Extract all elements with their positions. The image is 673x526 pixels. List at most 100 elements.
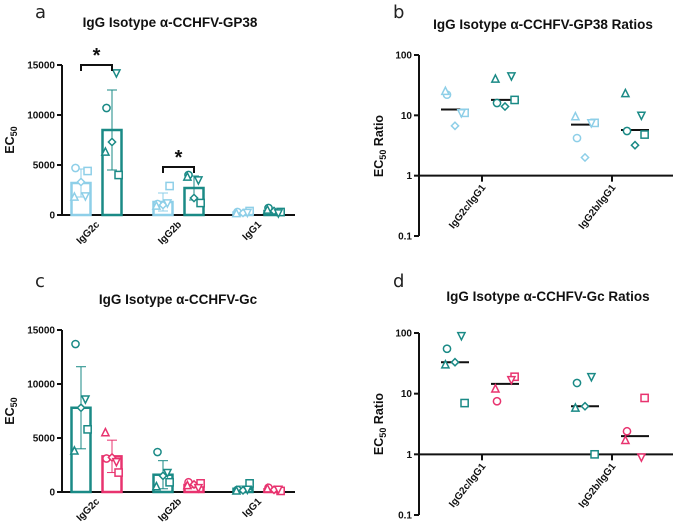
y-tick-label: 10 [401, 111, 413, 122]
panel-label: c [35, 271, 45, 292]
series-group [490, 372, 519, 406]
y-axis-label: EC50 [3, 126, 19, 153]
panel-c: c IgG Isotype α-CCHFV-Gc EC50 0 5000 10000 150… [3, 271, 295, 524]
point-down-triangle [193, 483, 204, 494]
x-tick-label: IgG2c/IgG1 [447, 182, 488, 231]
y-tick-label: 5000 [33, 434, 56, 445]
y-tick-label: 1 [406, 450, 412, 461]
significance-star: * [93, 45, 101, 67]
point-circle [442, 344, 452, 354]
point-down-triangle [636, 453, 647, 463]
point-triangle [151, 200, 162, 210]
point-triangle [490, 73, 501, 83]
point-down-triangle [111, 457, 122, 468]
point-down-triangle [636, 111, 647, 122]
point-triangle [231, 207, 242, 218]
point-circle [492, 98, 502, 108]
point-triangle [620, 87, 631, 98]
point-circle [622, 426, 632, 436]
y-tick-label: 0 [49, 211, 55, 222]
series-group [182, 170, 205, 217]
point-triangle [69, 445, 80, 455]
point-down-triangle [162, 468, 173, 479]
point-down-triangle [111, 69, 122, 79]
point-square [460, 398, 469, 408]
y-tick-label: 0.1 [398, 511, 412, 522]
chart-title: IgG Isotype α-CCHFV-GP38 [83, 15, 258, 30]
y-label-sub: 50 [378, 150, 388, 160]
y-tick-label: 10000 [27, 380, 55, 391]
point-diamond [158, 471, 168, 481]
point-triangle [262, 482, 273, 493]
series-group [490, 72, 519, 112]
point-triangle [182, 171, 193, 181]
point-diamond [630, 140, 640, 150]
series-group [570, 110, 599, 163]
point-diamond [450, 357, 460, 367]
y-axis-label: EC50 Ratio [372, 393, 388, 455]
point-triangle [231, 485, 242, 495]
point-square [165, 181, 174, 191]
point-diamond [76, 403, 86, 413]
point-square [510, 95, 519, 105]
point-diamond [189, 193, 199, 203]
series-group [69, 163, 92, 217]
point-diamond [107, 137, 117, 147]
series-group [151, 447, 174, 494]
significance-bracket [162, 166, 195, 173]
y-tick-label: 100 [395, 51, 412, 62]
point-down-triangle [506, 375, 517, 386]
point-down-triangle [80, 192, 91, 202]
point-triangle [440, 358, 451, 369]
y-tick-label: 100 [395, 329, 412, 340]
series-group [100, 426, 123, 494]
point-down-triangle [273, 485, 284, 496]
significance-bracket [80, 64, 113, 71]
point-triangle [490, 383, 501, 393]
point-square [165, 477, 174, 487]
point-square [590, 449, 599, 459]
series-group [620, 393, 649, 463]
point-down-triangle [586, 372, 597, 383]
x-tick-label: IgG2b [156, 496, 184, 524]
y-tick-label: 15000 [27, 326, 55, 337]
series-group [231, 479, 254, 496]
chart-title: IgG Isotype α-CCHFV-GP38 Ratios [433, 17, 653, 32]
series-group [440, 331, 469, 408]
point-square [83, 166, 92, 176]
y-tick-label: 0 [49, 488, 55, 499]
y-tick-label: 10 [401, 389, 413, 400]
chart-title: IgG Isotype α-CCHFV-Gc [99, 292, 258, 307]
significance-star: * [175, 147, 183, 169]
series-group [182, 477, 205, 494]
panel-label: b [393, 2, 404, 23]
panel-a: a IgG Isotype α-CCHFV-GP38 EC50 0 5000 10000 1… [3, 2, 295, 247]
point-circle [492, 396, 502, 406]
point-diamond [76, 177, 86, 187]
point-circle [71, 163, 80, 173]
point-circle [572, 378, 582, 388]
y-tick-label: 5000 [33, 161, 56, 172]
point-circle [153, 447, 162, 457]
point-triangle [100, 426, 111, 437]
point-circle [622, 126, 632, 136]
y-label-main: EC [372, 160, 386, 177]
series-group [69, 339, 92, 494]
point-triangle [262, 204, 273, 214]
point-diamond [580, 152, 590, 163]
x-tick-label: IgG2b [156, 219, 184, 247]
point-triangle [570, 402, 581, 412]
x-tick-label: IgG2c [75, 496, 103, 524]
point-triangle [69, 191, 80, 201]
y-label-suffix: Ratio [372, 115, 386, 150]
y-tick-label: 1 [406, 171, 412, 182]
point-triangle [151, 480, 162, 491]
point-square [640, 393, 649, 403]
series-group [262, 482, 285, 496]
y-tick-label: 0.1 [398, 232, 412, 243]
y-label-sub: 50 [9, 397, 19, 407]
point-down-triangle [506, 72, 517, 82]
series-group [151, 181, 174, 217]
point-circle [572, 133, 582, 143]
